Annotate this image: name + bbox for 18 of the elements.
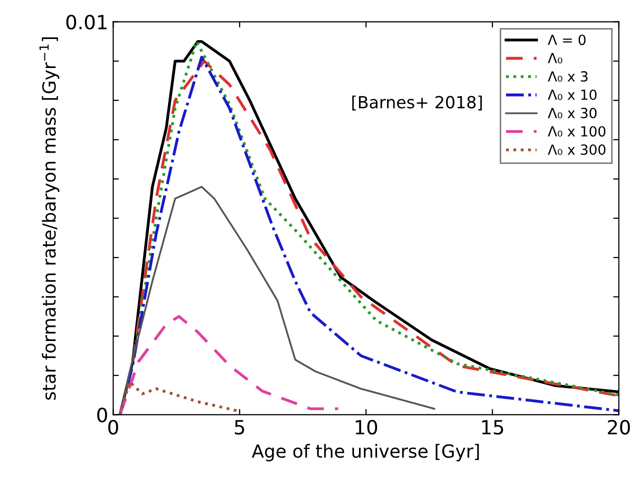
- legend-label: Λ = 0: [548, 34, 586, 46]
- legend-label: Λ₀ x 10: [548, 89, 597, 100]
- x-tick-label: 15: [482, 420, 504, 435]
- legend-label: Λ₀ x 100: [548, 126, 606, 137]
- legend-label: Λ₀ x 300: [548, 144, 606, 155]
- legend-label: Λ₀ x 3: [548, 71, 588, 82]
- y-axis-title: star formation rate/baryon mass [Gyr$^{−1}$]: [39, 37, 60, 400]
- x-tick-label: 5: [234, 420, 244, 435]
- x-tick-label: 20: [608, 420, 630, 435]
- x-tick-label: 0: [108, 420, 118, 435]
- annotation: [Barnes+ 2018]: [352, 96, 482, 110]
- y-tick-label: 0.01: [66, 14, 107, 30]
- x-axis-title: Age of the universe [Gyr]: [252, 444, 479, 462]
- line-series: [118, 315, 340, 415]
- x-tick-label: 10: [356, 420, 378, 435]
- line-series: [118, 380, 238, 415]
- legend-label: Λ₀ x 30: [548, 108, 597, 118]
- legend-label: Λ₀: [548, 53, 562, 64]
